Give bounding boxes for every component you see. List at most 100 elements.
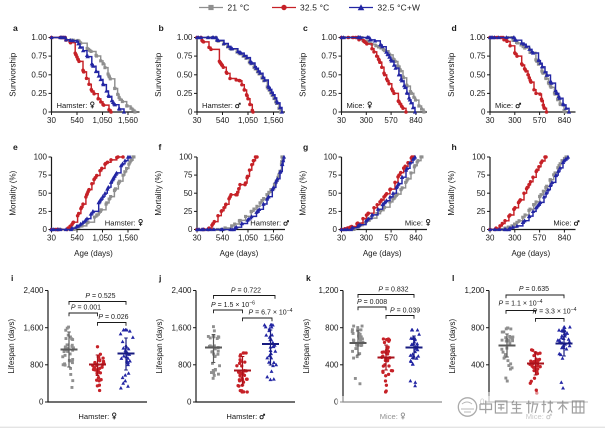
svg-text:0: 0 (187, 398, 192, 407)
svg-text:Survivorship: Survivorship (447, 52, 456, 97)
svg-text:50: 50 (477, 189, 486, 198)
svg-text:1.00: 1.00 (321, 33, 337, 42)
svg-text:1,200: 1,200 (464, 286, 485, 295)
svg-text:2,400: 2,400 (171, 286, 192, 295)
svg-text:0: 0 (43, 225, 48, 234)
svg-text:Mice:: Mice: (553, 219, 571, 228)
svg-text:400: 400 (471, 360, 485, 369)
svg-text:800: 800 (325, 323, 339, 332)
svg-text:840: 840 (558, 116, 572, 125)
svg-text:570: 570 (533, 234, 547, 243)
svg-text:Lifespan (days): Lifespan (days) (448, 319, 457, 374)
svg-text:0: 0 (39, 398, 44, 407)
svg-text:30: 30 (486, 116, 495, 125)
svg-text:540: 540 (216, 116, 230, 125)
svg-text:32.5 °C: 32.5 °C (300, 3, 329, 13)
svg-text:l: l (452, 273, 454, 283)
svg-text:Survivorship: Survivorship (9, 52, 18, 97)
svg-text:1.00: 1.00 (31, 33, 47, 42)
svg-text:300: 300 (360, 116, 374, 125)
svg-text:Hamster:: Hamster: (78, 412, 109, 421)
svg-text:Age (days): Age (days) (511, 249, 550, 258)
svg-text:Hamster:: Hamster: (57, 101, 88, 110)
svg-text:j: j (158, 273, 161, 283)
svg-text:0.25: 0.25 (31, 89, 47, 98)
svg-text:Age (days): Age (days) (220, 249, 259, 258)
svg-text:570: 570 (384, 116, 398, 125)
svg-text:50: 50 (38, 189, 47, 198)
svg-text:0: 0 (481, 108, 486, 117)
svg-text:Hamster:: Hamster: (105, 219, 136, 228)
svg-text:1,050: 1,050 (238, 116, 259, 125)
svg-text:0: 0 (333, 108, 338, 117)
svg-text:30: 30 (47, 234, 56, 243)
svg-text:75: 75 (328, 171, 337, 180)
svg-text:0: 0 (334, 398, 339, 407)
svg-text:Mice:: Mice: (495, 101, 513, 110)
svg-text:300: 300 (508, 234, 522, 243)
svg-text:0.50: 0.50 (177, 70, 193, 79)
svg-text:0.75: 0.75 (177, 52, 193, 61)
svg-text:c: c (303, 23, 308, 33)
svg-text:h: h (452, 142, 457, 152)
svg-text:1,050: 1,050 (92, 116, 113, 125)
svg-text:30: 30 (193, 116, 202, 125)
svg-text:300: 300 (508, 116, 522, 125)
svg-text:P = 0.026: P = 0.026 (98, 314, 128, 321)
svg-text:100: 100 (179, 153, 193, 162)
svg-text:75: 75 (184, 171, 193, 180)
svg-text:100: 100 (472, 153, 486, 162)
svg-text:21 °C: 21 °C (228, 3, 250, 13)
svg-text:25: 25 (38, 207, 47, 216)
svg-text:25: 25 (184, 207, 193, 216)
svg-text:0.25: 0.25 (177, 89, 193, 98)
svg-text:Lifespan (days): Lifespan (days) (7, 319, 16, 374)
svg-text:0: 0 (188, 225, 193, 234)
svg-text:g: g (303, 142, 308, 152)
svg-text:0.50: 0.50 (31, 70, 47, 79)
svg-text:30: 30 (47, 116, 56, 125)
svg-text:Mice:: Mice: (405, 219, 423, 228)
svg-text:0.50: 0.50 (321, 70, 337, 79)
svg-text:1,600: 1,600 (171, 323, 192, 332)
svg-text:k: k (306, 273, 311, 283)
svg-text:e: e (13, 142, 18, 152)
svg-text:75: 75 (477, 171, 486, 180)
svg-text:32.5 °C+W: 32.5 °C+W (378, 3, 421, 13)
svg-text:Mortality (%): Mortality (%) (447, 170, 456, 215)
svg-text:0: 0 (481, 225, 486, 234)
svg-text:P = 0.008: P = 0.008 (357, 299, 387, 306)
svg-text:100: 100 (34, 153, 48, 162)
svg-text:P = 1.1 × 10−4: P = 1.1 × 10−4 (499, 299, 543, 308)
svg-text:P = 0.832: P = 0.832 (378, 287, 408, 294)
svg-text:P = 0.039: P = 0.039 (390, 308, 420, 315)
svg-text:800: 800 (30, 360, 44, 369)
svg-text:Hamster:: Hamster: (202, 101, 233, 110)
svg-text:Mice:: Mice: (347, 101, 365, 110)
svg-text:0.25: 0.25 (321, 89, 337, 98)
svg-text:Age (days): Age (days) (363, 249, 402, 258)
svg-text:Age (days): Age (days) (74, 249, 113, 258)
svg-text:1.00: 1.00 (177, 33, 193, 42)
svg-text:840: 840 (558, 234, 572, 243)
svg-text:Mortality (%): Mortality (%) (9, 170, 18, 215)
svg-text:1,200: 1,200 (318, 286, 339, 295)
svg-text:Hamster:: Hamster: (250, 219, 281, 228)
svg-text:840: 840 (409, 116, 423, 125)
svg-text:1,560: 1,560 (118, 116, 139, 125)
svg-text:1,560: 1,560 (263, 116, 284, 125)
svg-text:540: 540 (216, 234, 230, 243)
svg-text:570: 570 (533, 116, 547, 125)
svg-text:Survivorship: Survivorship (154, 52, 163, 97)
svg-text:P = 6.7 × 10−4: P = 6.7 × 10−4 (249, 308, 293, 317)
svg-text:b: b (159, 23, 164, 33)
svg-text:1,560: 1,560 (263, 234, 284, 243)
svg-text:50: 50 (328, 189, 337, 198)
svg-text:0: 0 (43, 108, 48, 117)
svg-text:800: 800 (178, 360, 192, 369)
svg-text:0.75: 0.75 (321, 52, 337, 61)
svg-text:Mortality (%): Mortality (%) (154, 170, 163, 215)
svg-text:30: 30 (337, 116, 346, 125)
svg-text:P = 3.3 × 10−4: P = 3.3 × 10−4 (533, 307, 577, 316)
svg-text:100: 100 (324, 153, 338, 162)
